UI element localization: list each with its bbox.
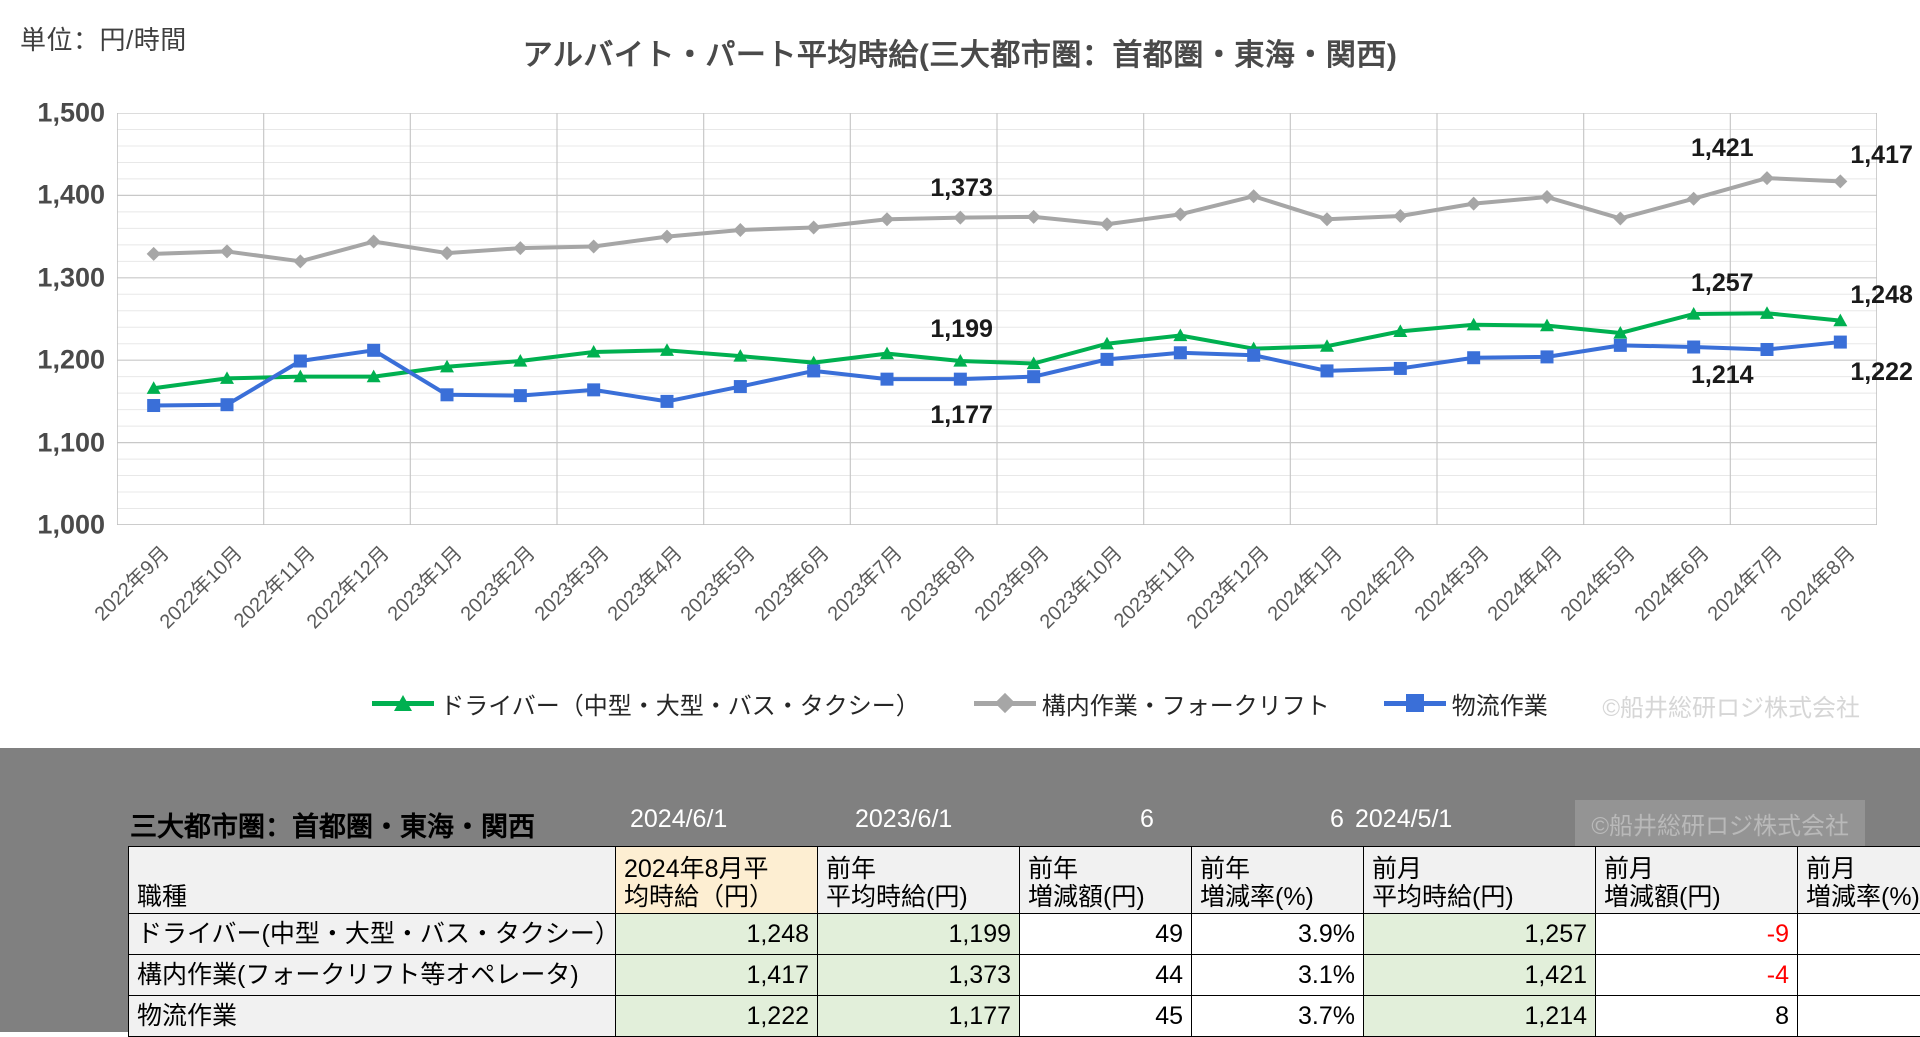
table-header-date-2: 2023/6/1 [855, 805, 952, 834]
table-header-date-3: 6 [1140, 805, 1154, 834]
header-line-1: 前年 [826, 855, 1011, 883]
chart-title: アルバイト・パート平均時給(三大都市圏：首都圏・東海・関西) [0, 30, 1920, 74]
y-axis-tick: 1,300 [37, 262, 105, 293]
table-region-label: 三大都市圏：首都圏・東海・関西 [130, 805, 535, 844]
line-chart-svg [117, 113, 1877, 525]
table-column-header-0: 職種 [129, 847, 616, 914]
table-column-header-5: 前月平均時給(円) [1364, 847, 1596, 914]
table-cell-value: -9 [1596, 914, 1798, 955]
legend-label: 物流作業 [1452, 686, 1548, 721]
header-line-1: 前月 [1372, 855, 1587, 883]
table-cell-job: ドライバー(中型・大型・バス・タクシー） [129, 914, 616, 955]
table-cell-value: 0.7% [1798, 996, 1920, 1037]
table-cell-value: 3.9% [1192, 914, 1364, 955]
table-cell-value: 8 [1596, 996, 1798, 1037]
header-line-1: 前年 [1200, 855, 1355, 883]
data-point-label: 1,214 [1691, 361, 1754, 390]
table-cell-value: 1,257 [1364, 914, 1596, 955]
y-axis-tick: 1,100 [37, 427, 105, 458]
table-header-date-5: 2024/5/1 [1355, 805, 1452, 834]
header-line-2: 増減率(%) [1806, 883, 1920, 911]
legend-diamond-icon [974, 693, 1036, 713]
legend-item-1[interactable]: ドライバー（中型・大型・バス・タクシー） [372, 686, 920, 721]
table-column-header-1: 2024年8月平均時給（円） [616, 847, 818, 914]
header-line-2: 平均時給(円) [826, 883, 1011, 911]
legend-square-icon [1384, 693, 1446, 713]
table-cell-value: 44 [1020, 955, 1192, 996]
data-point-label: 1,177 [930, 401, 993, 430]
y-axis-tick: 1,400 [37, 180, 105, 211]
table-column-header-7: 前月増減率(%) [1798, 847, 1920, 914]
y-axis-tick: 1,200 [37, 345, 105, 376]
data-point-label: 1,248 [1850, 281, 1913, 310]
table-cell-value: -0.3% [1798, 955, 1920, 996]
table-cell-value: 1,373 [818, 955, 1020, 996]
table-cell-job: 構内作業(フォークリフト等オペレータ) [129, 955, 616, 996]
table-cell-value: 3.7% [1192, 996, 1364, 1037]
table-cell-value: 1,214 [1364, 996, 1596, 1037]
table-header-date-4: 6 [1330, 805, 1344, 834]
table-cell-value: 1,417 [616, 955, 818, 996]
table-panel: 三大都市圏：首都圏・東海・関西 ©船井総研ロジ株式会社 職種 2024年8月平均時… [0, 748, 1920, 1032]
data-point-label: 1,222 [1850, 358, 1913, 387]
data-point-label: 1,417 [1850, 141, 1913, 170]
legend-label: ドライバー（中型・大型・バス・タクシー） [440, 686, 920, 721]
table-cell-value: 1,421 [1364, 955, 1596, 996]
table-column-header-2: 前年平均時給(円) [818, 847, 1020, 914]
header-line-1: 職種 [137, 883, 607, 911]
chart-panel: 単位：円/時間 アルバイト・パート平均時給(三大都市圏：首都圏・東海・関西) 1… [0, 0, 1920, 745]
legend-item-3[interactable]: 物流作業 [1384, 686, 1548, 721]
table-cell-value: 1,248 [616, 914, 818, 955]
table-cell-value: -4 [1596, 955, 1798, 996]
header-line-2: 増減額(円) [1604, 883, 1789, 911]
table-cell-value: -0.7% [1798, 914, 1920, 955]
legend-label: 構内作業・フォークリフト [1042, 686, 1330, 721]
table-column-header-6: 前月増減額(円) [1596, 847, 1798, 914]
header-line-2: 増減額(円) [1028, 883, 1183, 911]
header-line-2: 平均時給(円) [1372, 883, 1587, 911]
header-line-1: 前月 [1604, 855, 1789, 883]
legend-item-2[interactable]: 構内作業・フォークリフト [974, 686, 1330, 721]
y-axis-tick: 1,500 [37, 98, 105, 129]
table-copyright: ©船井総研ロジ株式会社 [1575, 800, 1865, 847]
table-cell-value: 45 [1020, 996, 1192, 1037]
table-cell-value: 1,177 [818, 996, 1020, 1037]
table-cell-value: 3.1% [1192, 955, 1364, 996]
header-line-1: 前月 [1806, 855, 1920, 883]
table-column-header-4: 前年増減率(%) [1192, 847, 1364, 914]
data-point-label: 1,373 [930, 174, 993, 203]
data-point-label: 1,257 [1691, 269, 1754, 298]
table-header-date-1: 2024/6/1 [630, 805, 727, 834]
table-cell-value: 1,222 [616, 996, 818, 1037]
table-cell-value: 49 [1020, 914, 1192, 955]
header-line-1: 2024年8月平 [624, 855, 809, 883]
data-point-label: 1,199 [930, 315, 993, 344]
header-line-2: 均時給（円） [624, 883, 809, 911]
header-line-1: 前年 [1028, 855, 1183, 883]
table-column-header-3: 前年増減額(円) [1020, 847, 1192, 914]
header-line-2: 増減率(%) [1200, 883, 1355, 911]
chart-copyright: ©船井総研ロジ株式会社 [1602, 688, 1860, 723]
legend-triangle-icon [372, 693, 434, 713]
table-cell-value: 1,199 [818, 914, 1020, 955]
data-point-label: 1,421 [1691, 134, 1754, 163]
table-cell-job: 物流作業 [129, 996, 616, 1037]
